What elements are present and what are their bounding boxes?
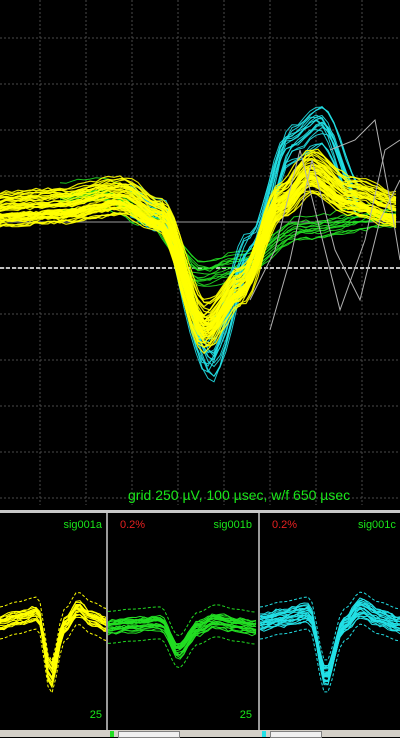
envelope-trace <box>0 592 108 663</box>
unit-percent-label: 0.2% <box>120 519 146 531</box>
waveform-trace <box>0 614 108 684</box>
unit-color-chip <box>110 731 114 737</box>
waveform-trace <box>0 600 108 682</box>
unit-panel-sig001a[interactable]: sig001a 25 <box>0 513 108 737</box>
waveform-trace <box>0 166 397 305</box>
horizontal-scrollbar[interactable] <box>0 730 400 737</box>
unit-color-chip <box>262 731 266 737</box>
unsorted-traces <box>249 118 400 331</box>
envelope-trace <box>260 623 400 693</box>
unit-panel-sig001c[interactable]: 0.2% sig001c <box>260 513 400 737</box>
envelope-trace <box>0 624 108 695</box>
unit-envelope <box>108 604 257 669</box>
waveform-trace <box>0 604 108 680</box>
waveform-trace <box>108 622 257 656</box>
waveform-trace <box>108 626 257 660</box>
unit-count-label: 25 <box>239 709 252 721</box>
waveform-trace <box>129 121 359 378</box>
unit-panels: sig001a 25 0.2% sig001b 25 0.2% sig001c <box>0 513 400 737</box>
main-waveform-plot[interactable] <box>0 0 400 510</box>
waveform-trace <box>0 151 397 323</box>
waveform-trace <box>260 607 400 676</box>
waveform-trace <box>249 139 400 312</box>
unit-name-label: sig001c <box>358 519 396 531</box>
waveform-trace <box>0 174 397 355</box>
waveform-trace <box>0 190 397 331</box>
unit-envelope <box>0 592 108 695</box>
waveform-group <box>0 148 397 355</box>
waveform-trace <box>108 623 257 656</box>
grid-scale-caption: grid 250 µV, 100 µsec, w/f 650 µsec <box>128 487 351 503</box>
grid-lines <box>0 0 400 505</box>
unit-trace-group <box>108 613 257 660</box>
unit-panel-sig001b[interactable]: 0.2% sig001b 25 <box>108 513 260 737</box>
waveform-trace <box>329 118 400 261</box>
waveform-trace <box>0 157 397 323</box>
panel-divider[interactable] <box>0 510 400 513</box>
waveform-trace <box>0 172 397 317</box>
envelope-trace <box>108 604 257 637</box>
unit-separator <box>106 513 108 737</box>
waveform-trace <box>260 602 400 675</box>
waveform-trace <box>59 177 397 269</box>
waveform-trace <box>0 157 397 314</box>
unit-envelope <box>260 591 400 693</box>
envelope-trace <box>108 636 257 669</box>
unit-waveforms <box>108 604 257 669</box>
main-waveform-view[interactable]: grid 250 µV, 100 µsec, w/f 650 µsec <box>0 0 400 510</box>
waveform-trace <box>129 121 359 377</box>
unit-separator <box>258 513 260 737</box>
unit-count-label: 25 <box>89 709 102 721</box>
waveform-trace <box>0 172 397 319</box>
unit-name-label: sig001b <box>213 519 252 531</box>
envelope-trace <box>260 591 400 661</box>
waveform-trace <box>260 603 400 669</box>
waveform-trace <box>0 161 397 339</box>
waveform-trace <box>108 614 257 646</box>
waveform-trace <box>260 611 400 686</box>
unit-waveforms <box>260 591 400 693</box>
waveform-trace <box>0 182 397 326</box>
waveform-trace <box>0 148 397 321</box>
waveform-trace <box>269 159 400 331</box>
unit-trace-group <box>260 597 400 686</box>
waveform-trace <box>108 617 257 651</box>
unit-name-label: sig001a <box>63 519 102 531</box>
unit-percent-label: 0.2% <box>272 519 298 531</box>
waveform-trace <box>260 617 400 679</box>
waveform-trace <box>0 184 397 337</box>
unit-trace-group <box>0 600 108 689</box>
unit-waveforms <box>0 592 108 695</box>
